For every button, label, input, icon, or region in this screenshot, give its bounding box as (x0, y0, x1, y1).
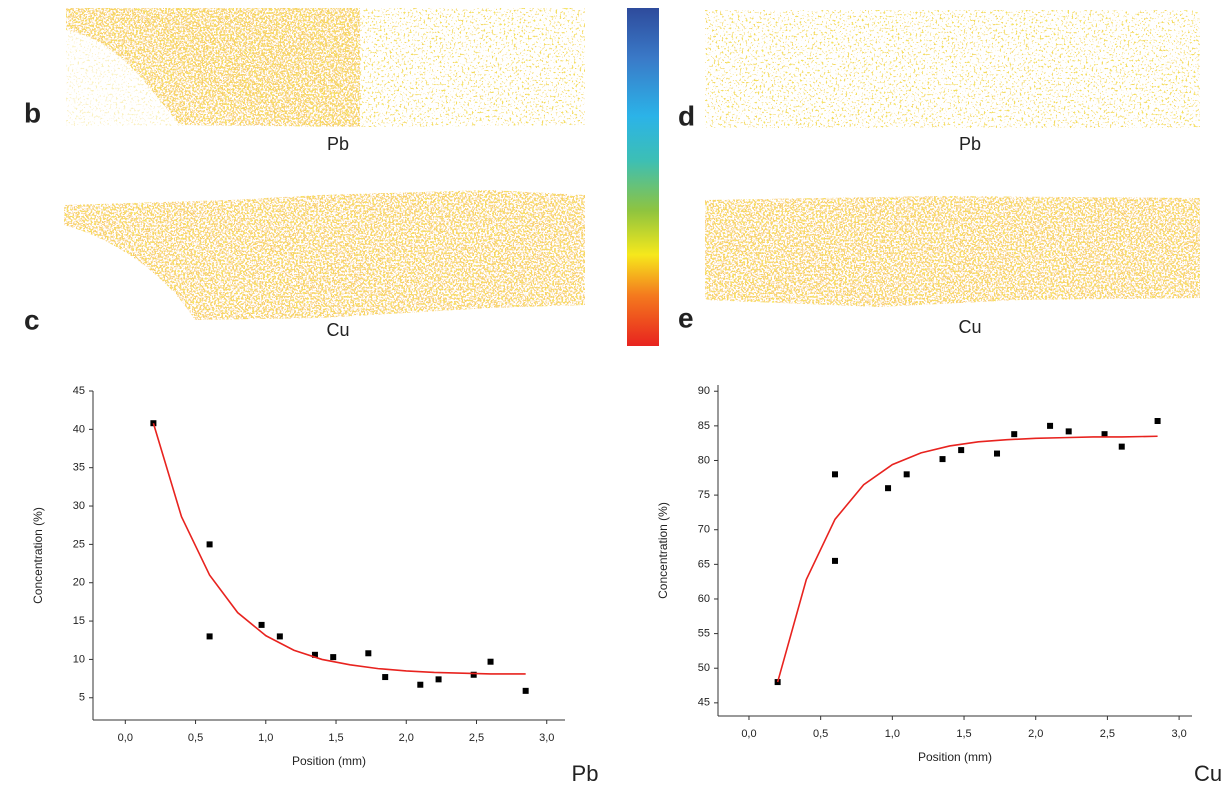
data-point (831, 471, 838, 478)
panel-label: e (678, 302, 694, 333)
y-axis-label: Concentration (%) (656, 502, 670, 599)
data-point (885, 485, 892, 492)
data-point (258, 621, 265, 628)
panel-label: b (24, 97, 41, 128)
y-tick-label: 40 (73, 423, 85, 435)
map-label: Cu (958, 317, 981, 337)
x-tick-label: 0,5 (188, 732, 203, 744)
y-tick-label: 20 (73, 577, 85, 589)
x-tick-label: 0,0 (118, 732, 133, 744)
fit-line (776, 435, 1158, 683)
x-axis-label: Position (mm) (292, 754, 366, 768)
x-tick-label: 2,0 (399, 732, 414, 744)
data-point (1065, 428, 1072, 435)
map-d (705, 10, 1200, 128)
data-point (487, 658, 494, 665)
y-tick-label: 85 (698, 420, 710, 432)
data-point (1047, 422, 1054, 429)
x-tick-label: 3,0 (539, 732, 554, 744)
data-point (276, 633, 283, 640)
x-tick-label: 1,5 (328, 732, 343, 744)
data-point (470, 671, 477, 678)
map-label: Cu (326, 320, 349, 340)
data-point (1011, 431, 1018, 438)
data-point (1101, 431, 1108, 438)
y-tick-label: 70 (698, 524, 710, 536)
x-tick-label: 2,5 (1100, 728, 1115, 740)
map-e (705, 196, 1200, 307)
data-point (435, 676, 442, 683)
data-point (206, 633, 213, 640)
y-tick-label: 10 (73, 653, 85, 665)
data-point (1154, 418, 1161, 425)
data-point (330, 654, 337, 661)
x-tick-label: 0,0 (741, 728, 756, 740)
data-point (1118, 443, 1125, 450)
data-point (994, 450, 1001, 457)
data-point (831, 557, 838, 564)
map-b (66, 8, 585, 127)
y-tick-label: 45 (73, 385, 85, 397)
y-tick-label: 30 (73, 500, 85, 512)
panel-label: d (678, 100, 695, 131)
map-c (64, 190, 585, 320)
map-label: Pb (959, 134, 981, 154)
y-axis-label: Concentration (%) (31, 507, 45, 604)
map-label: Pb (327, 134, 349, 154)
y-tick-label: 90 (698, 385, 710, 397)
data-point (382, 674, 389, 681)
color-bar (627, 8, 659, 346)
x-tick-label: 1,0 (885, 728, 900, 740)
y-tick-label: 55 (698, 628, 710, 640)
data-point (939, 456, 946, 463)
x-tick-label: 2,5 (469, 732, 484, 744)
data-point (958, 447, 965, 454)
data-point (903, 471, 910, 478)
y-tick-label: 35 (73, 462, 85, 474)
data-point (522, 687, 529, 694)
x-axis-label: Position (mm) (918, 750, 992, 764)
fit-line (152, 422, 526, 675)
x-tick-label: 0,5 (813, 728, 828, 740)
y-tick-label: 45 (698, 697, 710, 709)
data-point (206, 541, 213, 548)
y-tick-label: 25 (73, 538, 85, 550)
y-tick-label: 65 (698, 558, 710, 570)
x-tick-label: 3,0 (1171, 728, 1186, 740)
data-point (417, 681, 424, 688)
panel-label: c (24, 304, 40, 335)
y-tick-label: 50 (698, 662, 710, 674)
panel-annotation: Cu (1194, 761, 1222, 786)
panel-annotation: Pb (572, 761, 599, 786)
x-tick-label: 1,0 (258, 732, 273, 744)
y-tick-label: 80 (698, 454, 710, 466)
y-tick-label: 5 (79, 692, 85, 704)
x-tick-label: 2,0 (1028, 728, 1043, 740)
y-tick-label: 60 (698, 593, 710, 605)
data-point (365, 650, 372, 657)
y-tick-label: 75 (698, 489, 710, 501)
y-tick-label: 15 (73, 615, 85, 627)
data-point (311, 651, 318, 658)
x-tick-label: 1,5 (956, 728, 971, 740)
